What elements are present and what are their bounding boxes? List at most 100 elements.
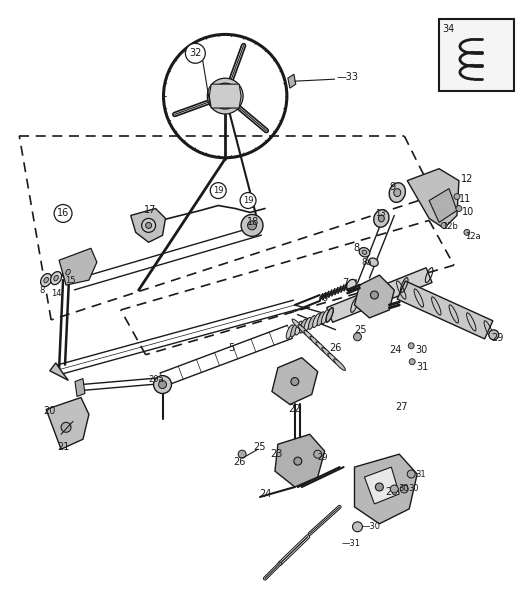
Text: 23: 23: [270, 449, 282, 459]
Ellipse shape: [347, 280, 356, 291]
Text: 24: 24: [389, 345, 402, 355]
Ellipse shape: [291, 323, 298, 337]
Text: 20: 20: [43, 406, 55, 416]
Ellipse shape: [313, 314, 320, 328]
Ellipse shape: [154, 376, 172, 394]
Circle shape: [314, 450, 322, 458]
Ellipse shape: [489, 330, 499, 340]
Ellipse shape: [374, 209, 389, 227]
Ellipse shape: [158, 380, 166, 389]
Text: 26: 26: [233, 457, 245, 467]
Circle shape: [240, 193, 256, 208]
Ellipse shape: [44, 277, 49, 283]
Text: —31: —31: [342, 539, 360, 548]
Text: 7: 7: [343, 278, 349, 288]
Circle shape: [216, 87, 234, 105]
Circle shape: [409, 359, 415, 365]
Ellipse shape: [291, 377, 299, 386]
Ellipse shape: [304, 331, 315, 342]
Ellipse shape: [241, 214, 263, 236]
Text: 9: 9: [389, 182, 395, 191]
Ellipse shape: [286, 325, 293, 339]
Text: 11: 11: [459, 194, 471, 203]
Ellipse shape: [304, 317, 311, 331]
Polygon shape: [288, 74, 296, 88]
Ellipse shape: [309, 316, 315, 329]
Polygon shape: [46, 397, 89, 449]
Text: 19: 19: [243, 196, 253, 205]
Polygon shape: [272, 358, 317, 404]
Polygon shape: [355, 454, 417, 524]
Circle shape: [456, 206, 462, 211]
Ellipse shape: [322, 347, 334, 359]
Ellipse shape: [370, 291, 378, 299]
Text: 30: 30: [415, 345, 427, 355]
Text: 24: 24: [259, 489, 271, 499]
Ellipse shape: [369, 258, 378, 266]
Polygon shape: [365, 467, 399, 504]
Text: 13: 13: [376, 209, 386, 218]
Ellipse shape: [51, 272, 62, 284]
Text: 21: 21: [57, 442, 70, 452]
Text: 5: 5: [228, 343, 234, 353]
Ellipse shape: [294, 457, 302, 465]
Text: 31: 31: [416, 362, 428, 371]
Text: 25: 25: [253, 442, 266, 452]
Circle shape: [407, 470, 415, 478]
Bar: [439, 19, 514, 91]
Ellipse shape: [376, 483, 383, 491]
Ellipse shape: [378, 215, 384, 222]
Ellipse shape: [300, 319, 306, 333]
Circle shape: [238, 450, 246, 458]
Text: 30: 30: [408, 484, 419, 493]
Text: 10: 10: [462, 208, 474, 217]
Ellipse shape: [62, 266, 74, 278]
Circle shape: [54, 205, 72, 223]
Text: 15: 15: [65, 275, 75, 284]
Ellipse shape: [334, 359, 345, 370]
Polygon shape: [407, 169, 459, 229]
Ellipse shape: [394, 188, 401, 197]
Circle shape: [390, 485, 399, 493]
Ellipse shape: [316, 342, 327, 353]
Ellipse shape: [54, 275, 59, 281]
Text: 8: 8: [354, 243, 360, 253]
Text: 29: 29: [491, 333, 503, 343]
Text: 32: 32: [189, 49, 201, 58]
Text: 17: 17: [144, 205, 156, 215]
Circle shape: [464, 229, 470, 235]
Ellipse shape: [317, 311, 324, 326]
Ellipse shape: [389, 183, 405, 202]
Ellipse shape: [247, 221, 256, 230]
Text: 25: 25: [355, 325, 367, 335]
Ellipse shape: [66, 269, 70, 275]
Circle shape: [210, 182, 226, 199]
Text: 30: 30: [399, 484, 409, 493]
Ellipse shape: [142, 218, 155, 232]
Ellipse shape: [292, 319, 304, 331]
Polygon shape: [327, 268, 432, 322]
Circle shape: [408, 343, 414, 349]
Circle shape: [220, 91, 230, 101]
Polygon shape: [209, 84, 241, 108]
Ellipse shape: [362, 250, 367, 254]
Ellipse shape: [322, 310, 329, 324]
Text: —33: —33: [337, 72, 359, 82]
Text: 8: 8: [39, 286, 44, 295]
Text: 29: 29: [317, 452, 328, 461]
Ellipse shape: [359, 248, 370, 257]
Circle shape: [400, 485, 408, 493]
Ellipse shape: [295, 321, 302, 335]
Ellipse shape: [41, 274, 52, 287]
Circle shape: [441, 223, 447, 229]
Text: —30: —30: [361, 522, 380, 531]
Text: 12b: 12b: [442, 222, 458, 231]
Circle shape: [354, 333, 361, 341]
Text: 14: 14: [51, 289, 62, 298]
Text: 8a: 8a: [361, 258, 372, 267]
Ellipse shape: [145, 223, 152, 229]
Text: 19: 19: [213, 186, 223, 195]
Ellipse shape: [326, 308, 333, 322]
Ellipse shape: [310, 336, 322, 348]
Polygon shape: [50, 363, 69, 380]
